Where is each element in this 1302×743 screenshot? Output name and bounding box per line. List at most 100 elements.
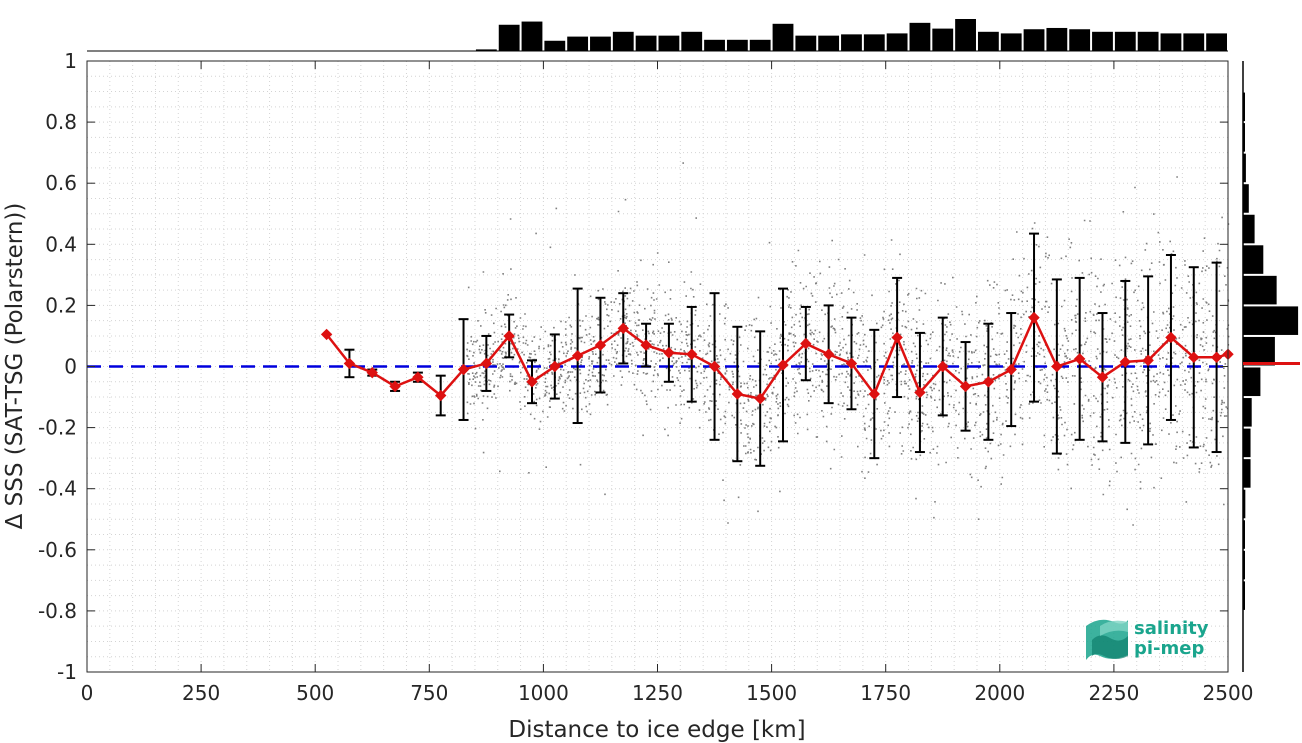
series-point [708, 360, 721, 373]
series-point [1119, 356, 1132, 368]
right-histogram-bar [1243, 428, 1251, 458]
series-point [845, 357, 858, 370]
right-histogram-bar [1243, 520, 1245, 549]
top-histogram-bar [544, 40, 566, 51]
top-histogram-bar [841, 34, 862, 51]
right-histogram-bar [1243, 306, 1299, 335]
x-axis-label: Distance to ice edge [km] [508, 717, 805, 743]
salinity-pi-mep-logo: salinity pi-mep [1086, 618, 1209, 660]
top-histogram-bar [772, 23, 794, 51]
series-point [1165, 331, 1177, 344]
series-point [937, 360, 949, 373]
right-histogram-bar [1243, 245, 1264, 274]
x-tick-labels: 0 250 500 750 1000 1250 1500 1750 2000 2250 2500 [81, 681, 1254, 705]
series-point [822, 348, 835, 360]
y-tick-label: -0.6 [38, 538, 77, 562]
top-histogram-bar [1092, 31, 1113, 51]
top-histogram-bar [658, 35, 680, 51]
right-histogram-bar [1243, 367, 1261, 397]
y-tick-label: 0.4 [45, 232, 77, 256]
series-point [731, 388, 744, 400]
scatter-cloud [466, 162, 1230, 526]
top-histogram-bar [1160, 33, 1182, 51]
top-histogram-bar [475, 49, 497, 51]
series-point [549, 360, 561, 373]
y-tick-label: 0.6 [45, 171, 77, 195]
series-point [617, 322, 629, 335]
y-tick-label: 0.8 [45, 110, 77, 134]
y-tick-label: -0.4 [38, 477, 77, 501]
x-tick-label: 0 [81, 681, 94, 705]
x-tick-label: 1750 [860, 681, 911, 705]
top-histogram-bar [521, 21, 543, 51]
right-histogram-bar [1243, 581, 1245, 610]
top-histogram-bar [977, 31, 999, 51]
x-tick-label: 2250 [1088, 681, 1139, 705]
right-histogram-bar [1243, 92, 1245, 122]
top-histogram [87, 19, 1228, 52]
x-tick-label: 1000 [518, 681, 569, 705]
x-tick-label: 750 [410, 681, 448, 705]
right-histogram-bar [1243, 214, 1255, 244]
series-point [594, 339, 607, 351]
series-point [640, 339, 652, 351]
right-histogram-bar [1243, 459, 1251, 488]
series-point [412, 371, 424, 383]
top-histogram-bar [955, 19, 976, 51]
top-histogram-bar [818, 35, 840, 51]
series-point [571, 350, 584, 362]
series-point [1210, 351, 1223, 364]
series-point [914, 386, 926, 399]
y-tick-label: 0 [64, 355, 77, 379]
top-histogram-bar [886, 33, 908, 51]
top-histogram-bar [1183, 33, 1205, 51]
series-point [800, 337, 812, 350]
right-histogram-bar [1243, 489, 1246, 519]
series-point [754, 392, 766, 405]
top-histogram-bar [567, 36, 589, 51]
top-histogram-bar [749, 39, 771, 51]
y-tick-labels: 1 0.8 0.6 0.4 0.2 0 -0.2 -0.4 -0.6 -0.8 -1 [38, 49, 77, 684]
y-axis-label: Δ SSS (SAT-TSG (Polarstern)) [2, 203, 28, 530]
y-tick-label: -0.8 [38, 599, 77, 623]
series-point [777, 359, 789, 371]
series-point [435, 389, 447, 402]
series-point [343, 357, 356, 370]
series-point [480, 357, 493, 370]
series-point [389, 380, 401, 393]
x-tick-label: 1500 [746, 681, 797, 705]
right-histogram [1242, 61, 1300, 672]
x-tick-label: 250 [182, 681, 220, 705]
series-point [982, 376, 995, 388]
right-histogram-bar [1243, 275, 1277, 305]
x-tick-label: 2000 [974, 681, 1025, 705]
scatter-points [466, 162, 1230, 526]
right-histogram-bar [1243, 153, 1246, 183]
series-point [457, 363, 470, 376]
top-histogram-bar [795, 35, 817, 51]
top-histogram-bar [726, 39, 748, 51]
series-point [1096, 371, 1109, 383]
top-histogram-bar [1000, 33, 1022, 51]
right-histogram-bar [1243, 123, 1245, 152]
series-point [959, 380, 972, 393]
top-histogram-bar [681, 31, 703, 51]
top-histogram-bar [1023, 29, 1045, 51]
top-histogram-bar [863, 34, 885, 51]
series-point [1073, 353, 1086, 365]
series-point [1005, 363, 1017, 376]
series-point [891, 331, 903, 344]
top-histogram-bar [704, 39, 725, 51]
top-histogram-bar [1206, 33, 1227, 51]
x-tick-label: 500 [296, 681, 334, 705]
top-histogram-bar [932, 28, 954, 51]
logo-text-line2: pi-mep [1134, 638, 1204, 659]
top-histogram-bar [1114, 31, 1136, 51]
axes [86, 60, 1229, 673]
series-point [526, 376, 538, 388]
series-point [1142, 354, 1154, 367]
right-histogram-bar [1243, 184, 1249, 213]
y-tick-label: -0.2 [38, 416, 77, 440]
x-tick-label: 2500 [1203, 681, 1254, 705]
